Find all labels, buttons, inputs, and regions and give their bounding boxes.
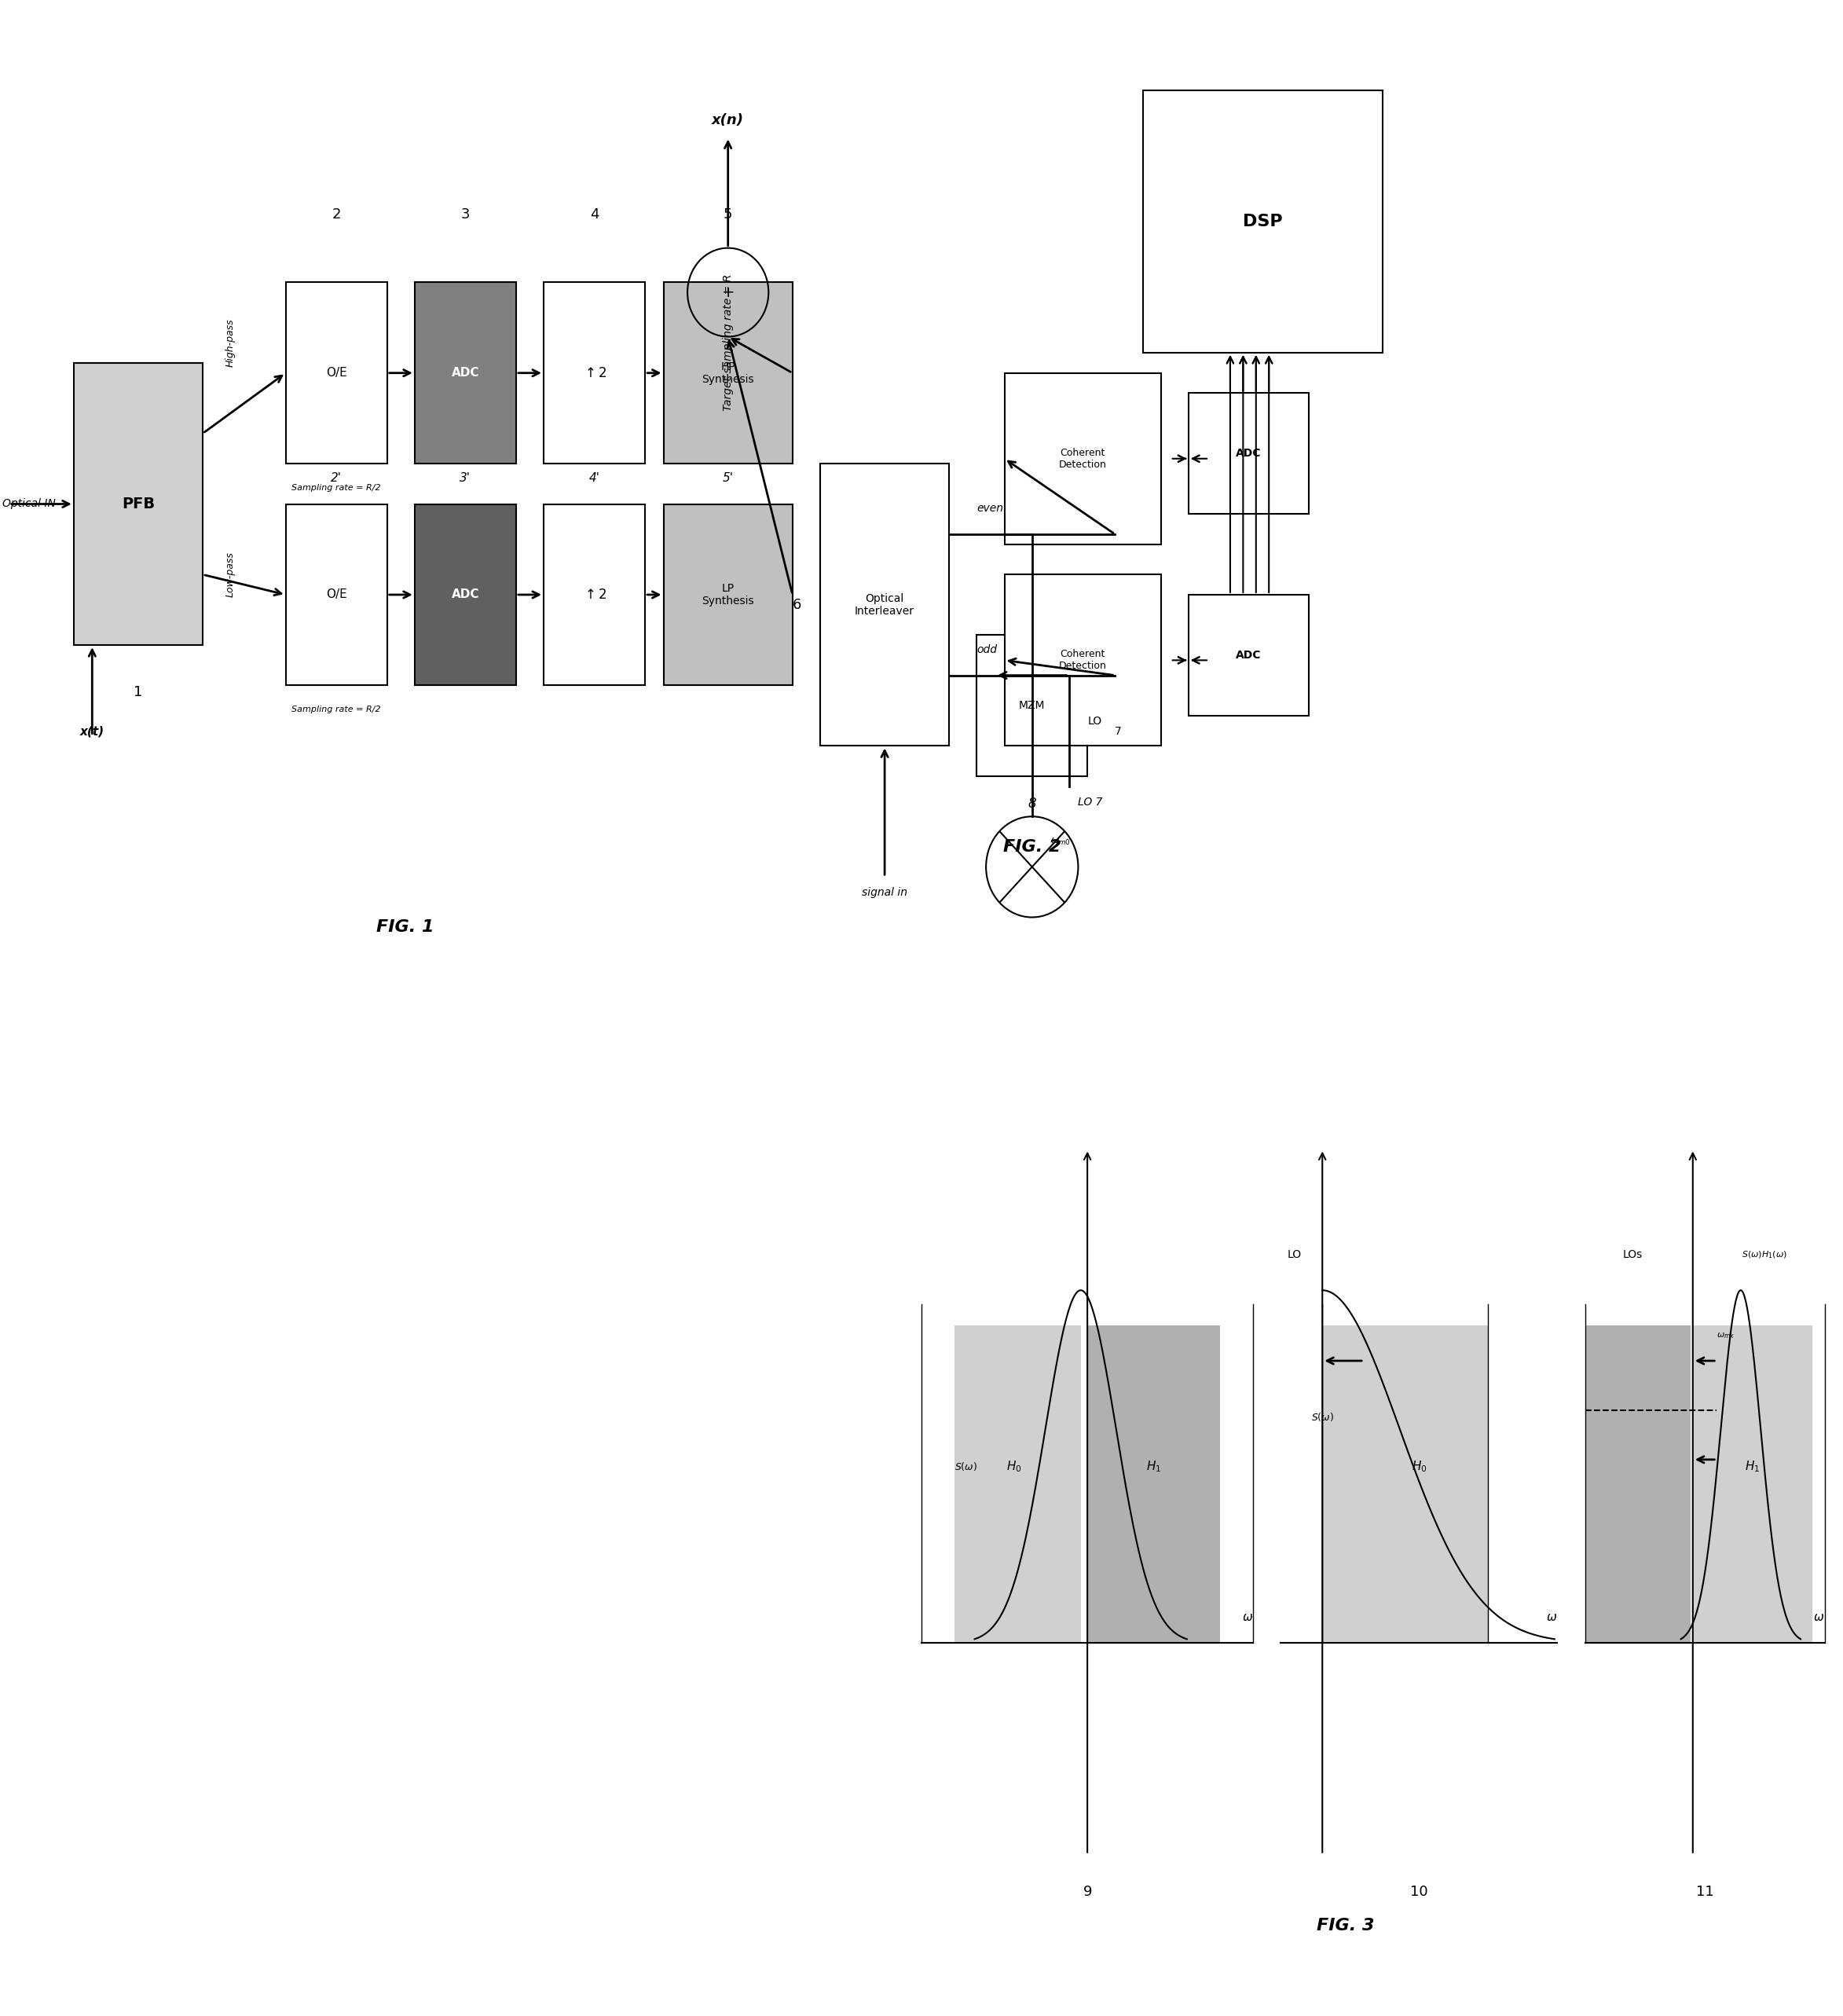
Text: 4': 4' xyxy=(590,472,599,484)
Text: $\omega$: $\omega$ xyxy=(1546,1611,1557,1623)
Text: $\uparrow$2: $\uparrow$2 xyxy=(582,587,606,603)
Text: 3': 3' xyxy=(461,472,470,484)
Text: LO 7: LO 7 xyxy=(1078,796,1102,806)
Text: O/E: O/E xyxy=(326,589,346,601)
Text: Optical IN: Optical IN xyxy=(2,498,55,510)
Text: HP
Synthesis: HP Synthesis xyxy=(702,361,754,385)
Text: 5: 5 xyxy=(724,208,732,222)
Text: O/E: O/E xyxy=(326,367,346,379)
Text: FIG. 3: FIG. 3 xyxy=(1316,1917,1375,1933)
Text: $\omega$: $\omega$ xyxy=(1242,1611,1253,1623)
FancyBboxPatch shape xyxy=(820,464,949,746)
Text: 10: 10 xyxy=(1410,1885,1428,1899)
Text: signal in: signal in xyxy=(863,887,907,897)
Text: $S(\omega)H_1(\omega)$: $S(\omega)H_1(\omega)$ xyxy=(1742,1250,1788,1260)
Text: even: even xyxy=(977,504,1003,514)
Bar xyxy=(1087,1327,1220,1643)
Text: LO: LO xyxy=(1087,716,1102,726)
Text: 5': 5' xyxy=(722,472,734,484)
Text: MZM: MZM xyxy=(1019,700,1045,712)
Text: Sampling rate = R/2: Sampling rate = R/2 xyxy=(291,706,382,714)
Text: FIG. 1: FIG. 1 xyxy=(376,919,435,935)
Text: Optical
Interleaver: Optical Interleaver xyxy=(855,593,914,617)
Text: 4: 4 xyxy=(590,208,599,222)
Text: x(t): x(t) xyxy=(79,726,105,738)
Text: $\omega_{m0}$: $\omega_{m0}$ xyxy=(1051,837,1071,847)
FancyBboxPatch shape xyxy=(286,504,387,685)
Text: 9: 9 xyxy=(1084,1885,1091,1899)
FancyBboxPatch shape xyxy=(415,504,516,685)
FancyBboxPatch shape xyxy=(544,504,645,685)
Text: 3: 3 xyxy=(461,208,470,222)
Text: High-pass: High-pass xyxy=(225,319,236,367)
Text: Target sampling rate = R: Target sampling rate = R xyxy=(722,274,734,411)
Text: $H_0$: $H_0$ xyxy=(1412,1460,1426,1474)
Text: +: + xyxy=(721,284,735,300)
Text: ADC: ADC xyxy=(1237,448,1261,460)
Text: Sampling rate = R/2: Sampling rate = R/2 xyxy=(291,484,382,492)
FancyBboxPatch shape xyxy=(977,635,1087,776)
Text: Coherent
Detection: Coherent Detection xyxy=(1060,649,1106,671)
Text: Coherent
Detection: Coherent Detection xyxy=(1060,448,1106,470)
Text: 7: 7 xyxy=(1115,726,1122,736)
Bar xyxy=(955,1327,1080,1643)
Text: $\omega_{mx}$: $\omega_{mx}$ xyxy=(1718,1331,1736,1341)
Text: odd: odd xyxy=(977,645,997,655)
Text: 6: 6 xyxy=(792,597,802,613)
Text: DSP: DSP xyxy=(1242,214,1283,230)
Text: 2: 2 xyxy=(332,208,341,222)
FancyBboxPatch shape xyxy=(1143,91,1382,353)
FancyBboxPatch shape xyxy=(286,282,387,464)
Text: PFB: PFB xyxy=(122,496,155,512)
Text: LO: LO xyxy=(1288,1250,1301,1260)
Text: $\uparrow$2: $\uparrow$2 xyxy=(582,365,606,381)
Text: 11: 11 xyxy=(1696,1885,1714,1899)
FancyBboxPatch shape xyxy=(1189,595,1309,716)
Text: LP
Synthesis: LP Synthesis xyxy=(702,583,754,607)
Bar xyxy=(1585,1327,1690,1643)
Text: FIG. 2: FIG. 2 xyxy=(1003,839,1062,855)
Text: ADC: ADC xyxy=(452,589,479,601)
Text: ADC: ADC xyxy=(1237,649,1261,661)
FancyBboxPatch shape xyxy=(74,363,203,645)
Text: 2': 2' xyxy=(332,472,341,484)
Text: $S(\omega)$: $S(\omega)$ xyxy=(955,1462,977,1472)
FancyBboxPatch shape xyxy=(1004,575,1161,746)
Text: x(n): x(n) xyxy=(711,113,745,127)
Text: $S(\omega)$: $S(\omega)$ xyxy=(1310,1411,1334,1423)
Text: ADC: ADC xyxy=(452,367,479,379)
FancyBboxPatch shape xyxy=(415,282,516,464)
Text: 1: 1 xyxy=(135,685,142,700)
Text: $\omega$: $\omega$ xyxy=(1814,1611,1825,1623)
Bar xyxy=(1321,1327,1487,1643)
Text: $H_0$: $H_0$ xyxy=(1006,1460,1023,1474)
Text: $H_1$: $H_1$ xyxy=(1146,1460,1161,1474)
FancyBboxPatch shape xyxy=(663,504,792,685)
Text: Low-pass: Low-pass xyxy=(225,552,236,597)
Text: $H_1$: $H_1$ xyxy=(1745,1460,1760,1474)
Text: LOs: LOs xyxy=(1624,1250,1642,1260)
Text: 8: 8 xyxy=(1028,796,1036,810)
FancyBboxPatch shape xyxy=(1189,393,1309,514)
FancyBboxPatch shape xyxy=(663,282,792,464)
FancyBboxPatch shape xyxy=(544,282,645,464)
FancyBboxPatch shape xyxy=(1004,373,1161,544)
Bar xyxy=(1692,1327,1814,1643)
